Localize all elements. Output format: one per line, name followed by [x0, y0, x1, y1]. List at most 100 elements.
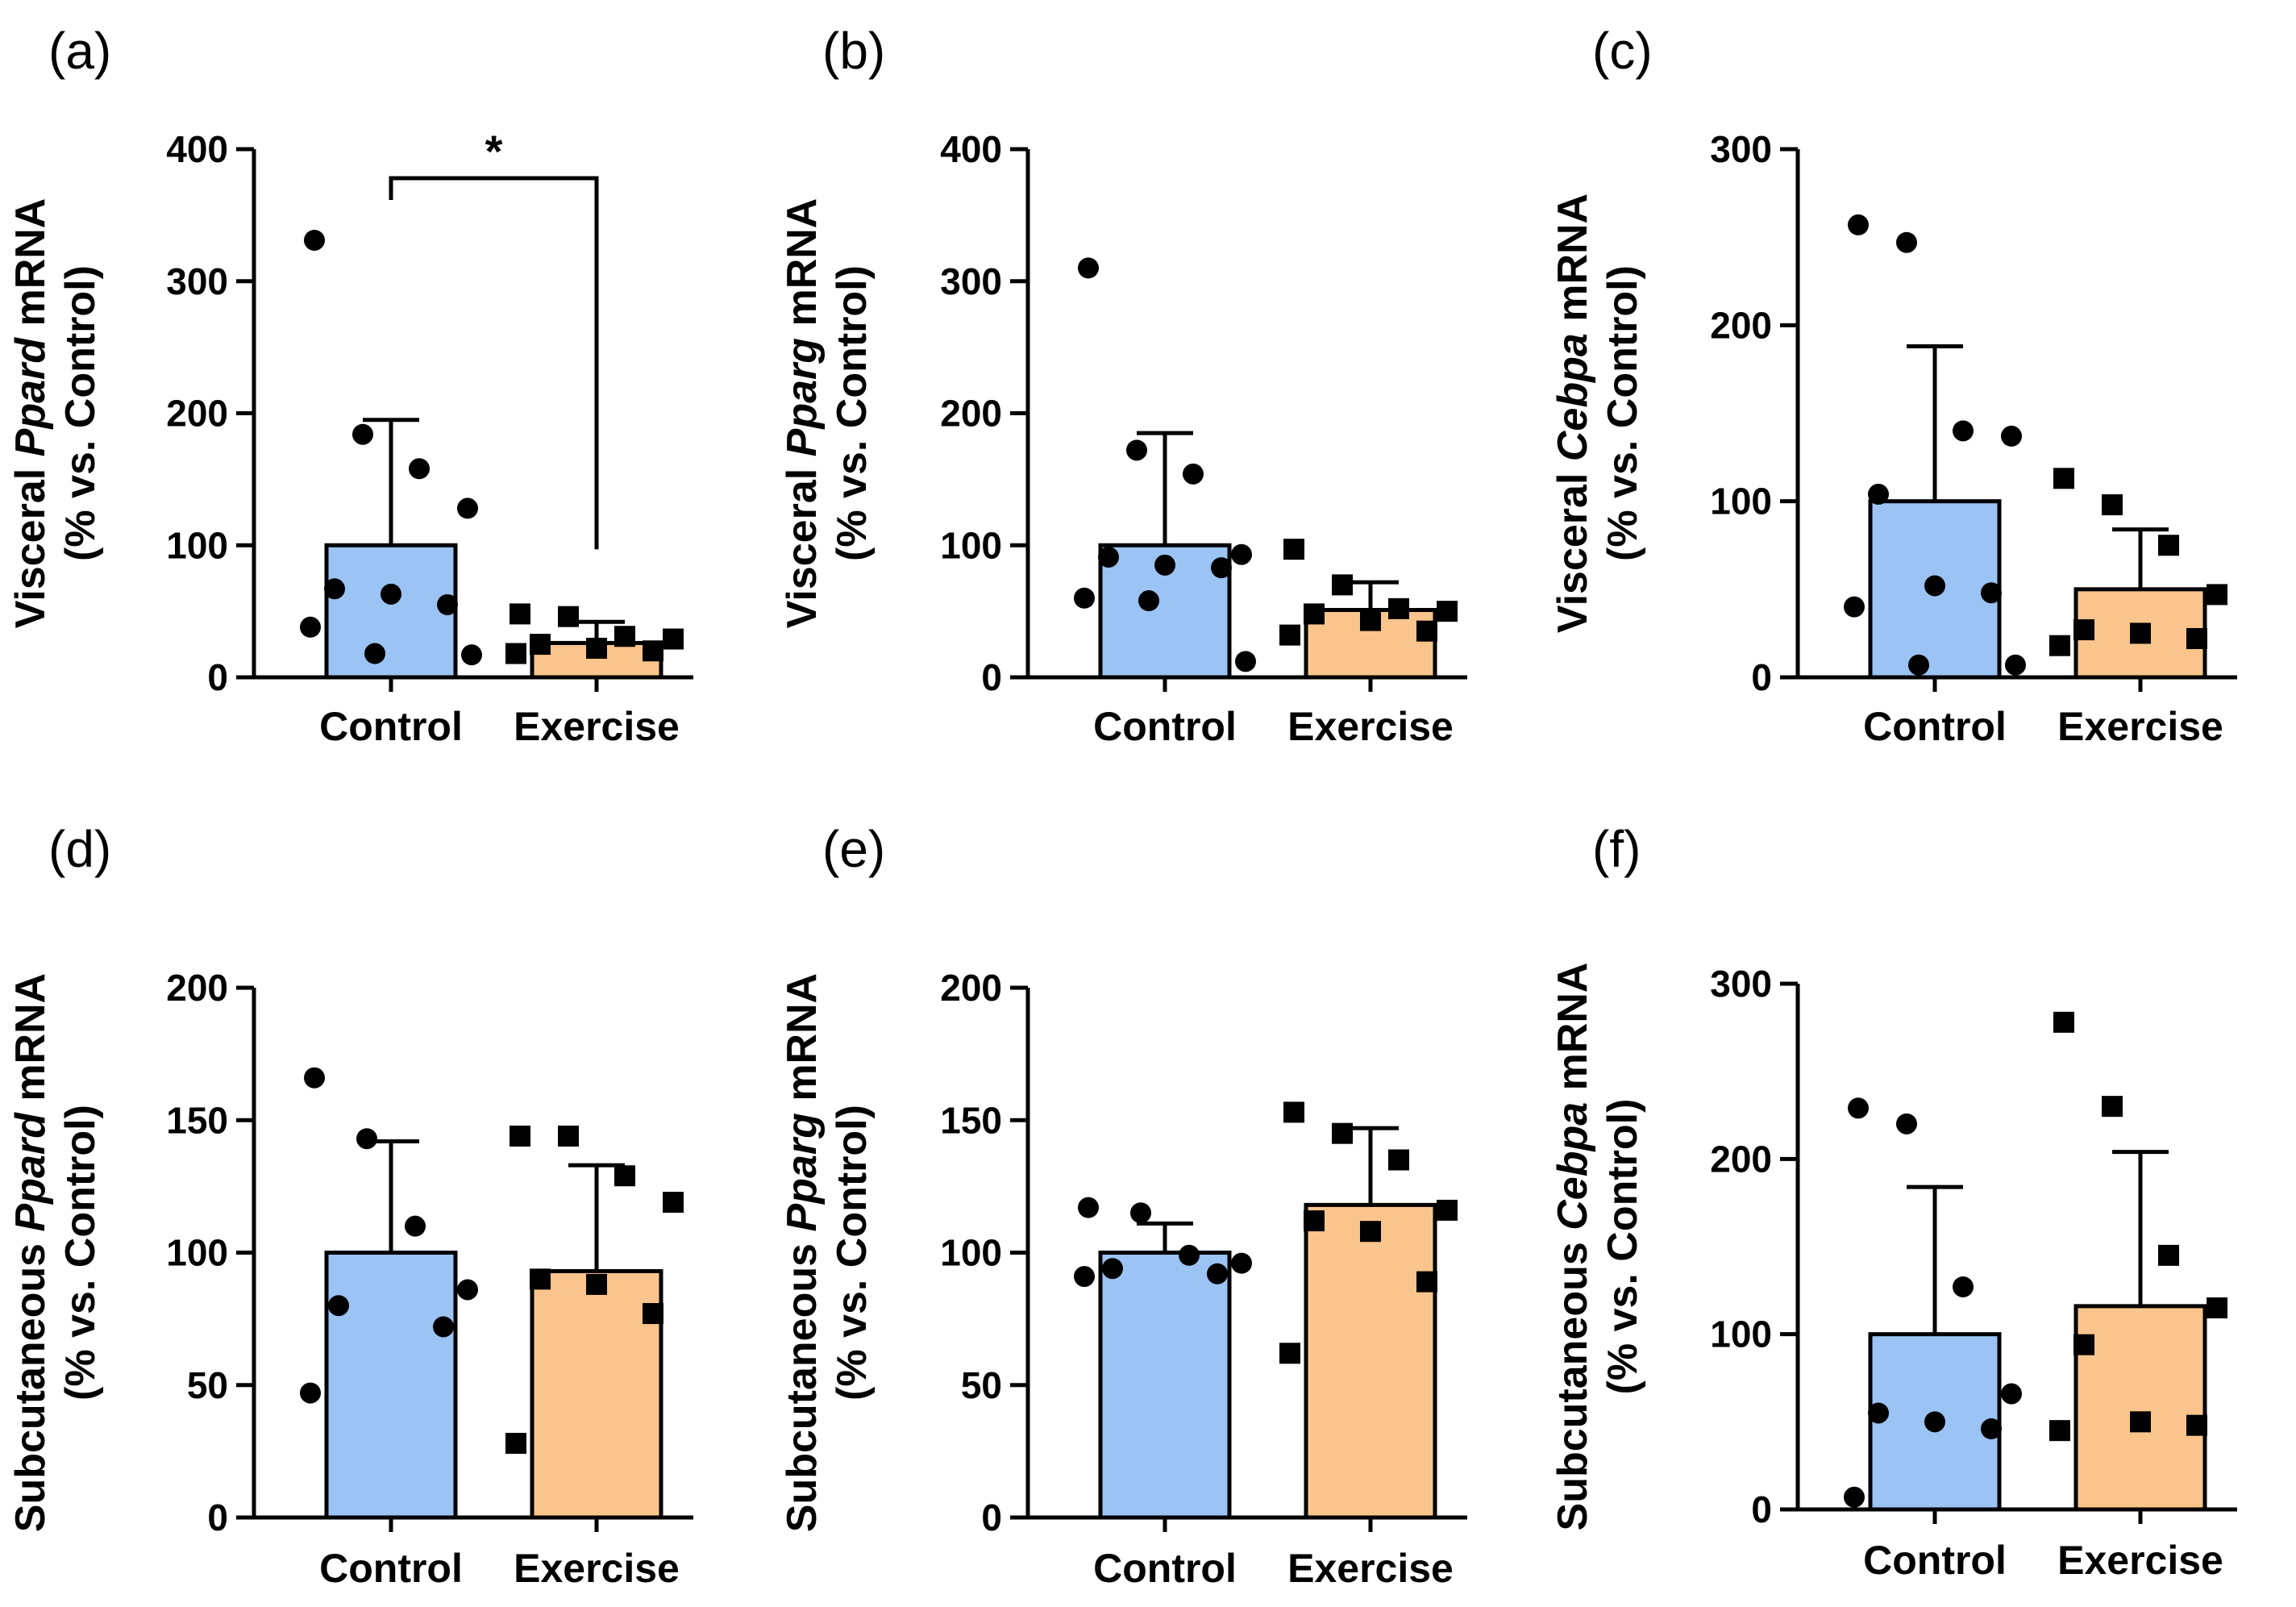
point-exercise — [1279, 1343, 1300, 1364]
y-axis-label: Subcutaneous Cebpa mRNA(% vs. Control) — [1549, 963, 1646, 1531]
x-category-label: Exercise — [514, 704, 680, 749]
y-axis-label-line1: Visceral Cebpa mRNA — [1549, 194, 1596, 633]
point-control — [433, 1316, 454, 1338]
point-control — [1235, 651, 1256, 672]
point-exercise — [614, 1165, 635, 1187]
y-axis-label-suffix: mRNA — [779, 198, 826, 338]
point-control — [1908, 654, 1929, 676]
point-control — [300, 1382, 321, 1404]
point-control — [2005, 654, 2026, 676]
y-tick-label: 100 — [166, 524, 228, 566]
chart-panel-1: (a) Visceral Ppard mRNA(% vs. Control) 0 10… — [7, 22, 693, 749]
y-axis-label-line2: (% vs. Control) — [1599, 1099, 1646, 1395]
point-exercise — [1360, 610, 1381, 631]
point-exercise — [558, 1125, 579, 1147]
point-exercise — [510, 603, 530, 625]
point-exercise — [2158, 1244, 2179, 1266]
point-exercise — [505, 643, 526, 664]
point-exercise — [2158, 535, 2179, 556]
point-control — [1207, 1263, 1228, 1284]
y-tick-label: 300 — [940, 260, 1002, 302]
point-exercise — [1304, 603, 1325, 625]
point-control — [1896, 1113, 1917, 1134]
y-axis-label-line1: Subcutaneous Ppard mRNA — [7, 973, 54, 1532]
y-axis-label: Visceral Pparg mRNA(% vs. Control) — [779, 198, 876, 629]
bar-exercise — [1304, 1202, 1437, 1520]
y-tick-label: 100 — [940, 1232, 1002, 1274]
point-exercise — [663, 1192, 684, 1214]
y-tick-label: 50 — [961, 1364, 1002, 1406]
point-control — [1844, 1486, 1865, 1508]
point-exercise — [1388, 1149, 1409, 1171]
y-axis-label-suffix: mRNA — [1549, 963, 1596, 1102]
bar-control — [1098, 1251, 1232, 1520]
chart-panel-6: (f) Subcutaneous Cebpa mRNA(% vs. Control… — [1549, 820, 2237, 1583]
point-control — [1138, 590, 1159, 612]
x-category-label: Control — [1863, 704, 2007, 749]
bar-control — [324, 1251, 458, 1520]
y-tick-label: 200 — [166, 967, 228, 1009]
point-exercise — [1283, 1101, 1304, 1123]
panel-letter: (d) — [48, 820, 111, 878]
point-exercise — [2073, 619, 2094, 641]
point-control — [1098, 546, 1119, 568]
y-axis-label-line2: (% vs. Control) — [57, 265, 104, 561]
y-tick-label: 0 — [981, 1497, 1002, 1538]
point-control — [1126, 439, 1147, 461]
y-tick-label: 150 — [940, 1099, 1002, 1141]
x-category-label: Exercise — [2057, 704, 2223, 749]
point-control — [1896, 231, 1917, 253]
y-axis-label: Visceral Ppard mRNA(% vs. Control) — [7, 198, 104, 629]
y-axis-label-suffix: mRNA — [7, 973, 54, 1113]
point-control — [304, 229, 325, 251]
x-category-label: Exercise — [514, 1546, 680, 1591]
point-exercise — [2049, 1420, 2070, 1442]
point-control — [300, 616, 321, 638]
point-exercise — [643, 1303, 663, 1325]
point-control — [2001, 425, 2022, 447]
x-category-label: Exercise — [1287, 1546, 1454, 1591]
point-control — [328, 1295, 349, 1317]
point-control — [1868, 483, 1889, 505]
y-tick-label: 200 — [940, 967, 1002, 1009]
point-control — [1074, 1266, 1095, 1288]
panel-letter: (b) — [822, 22, 885, 80]
point-control — [1844, 596, 1865, 618]
y-axis-label-gene: Pparg — [779, 338, 826, 456]
chart-panel-5: (e) Subcutaneous Pparg mRNA(% vs. Control… — [779, 820, 1467, 1591]
point-control — [1078, 257, 1099, 279]
point-control — [1102, 1258, 1123, 1280]
point-control — [1211, 557, 1232, 579]
point-exercise — [586, 637, 607, 659]
y-tick-label: 100 — [1710, 481, 1772, 522]
y-axis-label-prefix: Subcutaneous — [7, 1232, 54, 1533]
y-tick-label: 300 — [1710, 963, 1772, 1005]
point-exercise — [505, 1433, 526, 1455]
y-axis-label-prefix: Subcutaneous — [1549, 1230, 1596, 1531]
point-exercise — [1332, 574, 1353, 596]
x-category-label: Control — [1093, 1546, 1237, 1591]
y-axis-label-prefix: Visceral — [779, 456, 826, 628]
y-tick-label: 200 — [940, 393, 1002, 435]
y-axis-label-prefix: Visceral — [1549, 461, 1596, 633]
point-control — [1183, 463, 1204, 485]
point-exercise — [510, 1125, 530, 1147]
point-exercise — [2053, 1011, 2074, 1033]
bar-exercise — [2073, 1304, 2207, 1512]
point-exercise — [1304, 1210, 1325, 1232]
point-control — [461, 644, 482, 666]
y-axis-label-line1: Visceral Ppard mRNA — [7, 198, 54, 629]
y-tick-label: 0 — [981, 656, 1002, 698]
point-control — [1848, 1097, 1869, 1119]
point-control — [1848, 214, 1869, 235]
y-axis-label-gene: Ppard — [7, 1112, 54, 1232]
y-tick-label: 150 — [166, 1099, 228, 1141]
point-exercise — [2186, 627, 2207, 649]
point-control — [1868, 1402, 1889, 1424]
point-exercise — [2102, 494, 2123, 516]
point-exercise — [1283, 539, 1304, 560]
x-category-label: Control — [319, 704, 463, 749]
point-control — [437, 593, 458, 615]
panel-letter: (c) — [1592, 22, 1653, 80]
point-control — [381, 583, 401, 605]
